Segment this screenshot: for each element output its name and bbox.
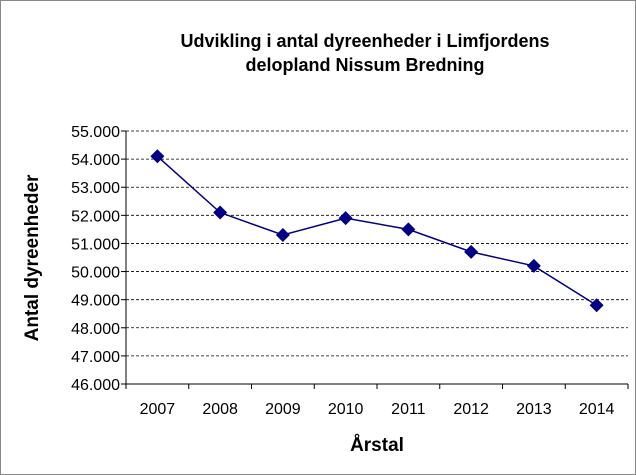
- x-tick-label: 2011: [391, 401, 426, 418]
- y-tick-label: 50.000: [71, 265, 120, 282]
- data-point: [589, 298, 604, 313]
- data-point: [150, 149, 165, 164]
- data-point: [526, 258, 541, 273]
- x-tick-label: 2008: [202, 401, 238, 418]
- x-tick-label: 2010: [328, 401, 364, 418]
- data-point: [338, 211, 353, 226]
- chart-title: delopland Nissum Bredning: [245, 55, 484, 75]
- x-tick-label: 2009: [265, 401, 301, 418]
- y-tick-label: 51.000: [71, 236, 120, 253]
- y-tick-label: 53.000: [71, 180, 120, 197]
- data-point: [401, 222, 416, 237]
- x-tick-label: 2014: [579, 401, 615, 418]
- y-tick-label: 46.000: [71, 377, 120, 394]
- y-tick-label: 49.000: [71, 293, 120, 310]
- data-point: [464, 244, 479, 259]
- data-point: [275, 228, 290, 243]
- y-tick-label: 52.000: [71, 208, 120, 225]
- x-tick-label: 2007: [140, 401, 176, 418]
- y-tick-label: 47.000: [71, 349, 120, 366]
- x-tick-label: 2013: [516, 401, 552, 418]
- x-tick-label: 2012: [453, 401, 489, 418]
- x-axis-title: Årstal: [350, 435, 404, 456]
- chart-title: Udvikling i antal dyreenheder i Limfjord…: [180, 31, 549, 51]
- series-line: [156, 155, 598, 306]
- data-point: [213, 205, 228, 220]
- y-tick-label: 55.000: [71, 124, 120, 141]
- y-axis-title: Antal dyreenheder: [22, 174, 43, 341]
- y-tick-label: 54.000: [71, 152, 120, 169]
- y-tick-label: 48.000: [71, 321, 120, 338]
